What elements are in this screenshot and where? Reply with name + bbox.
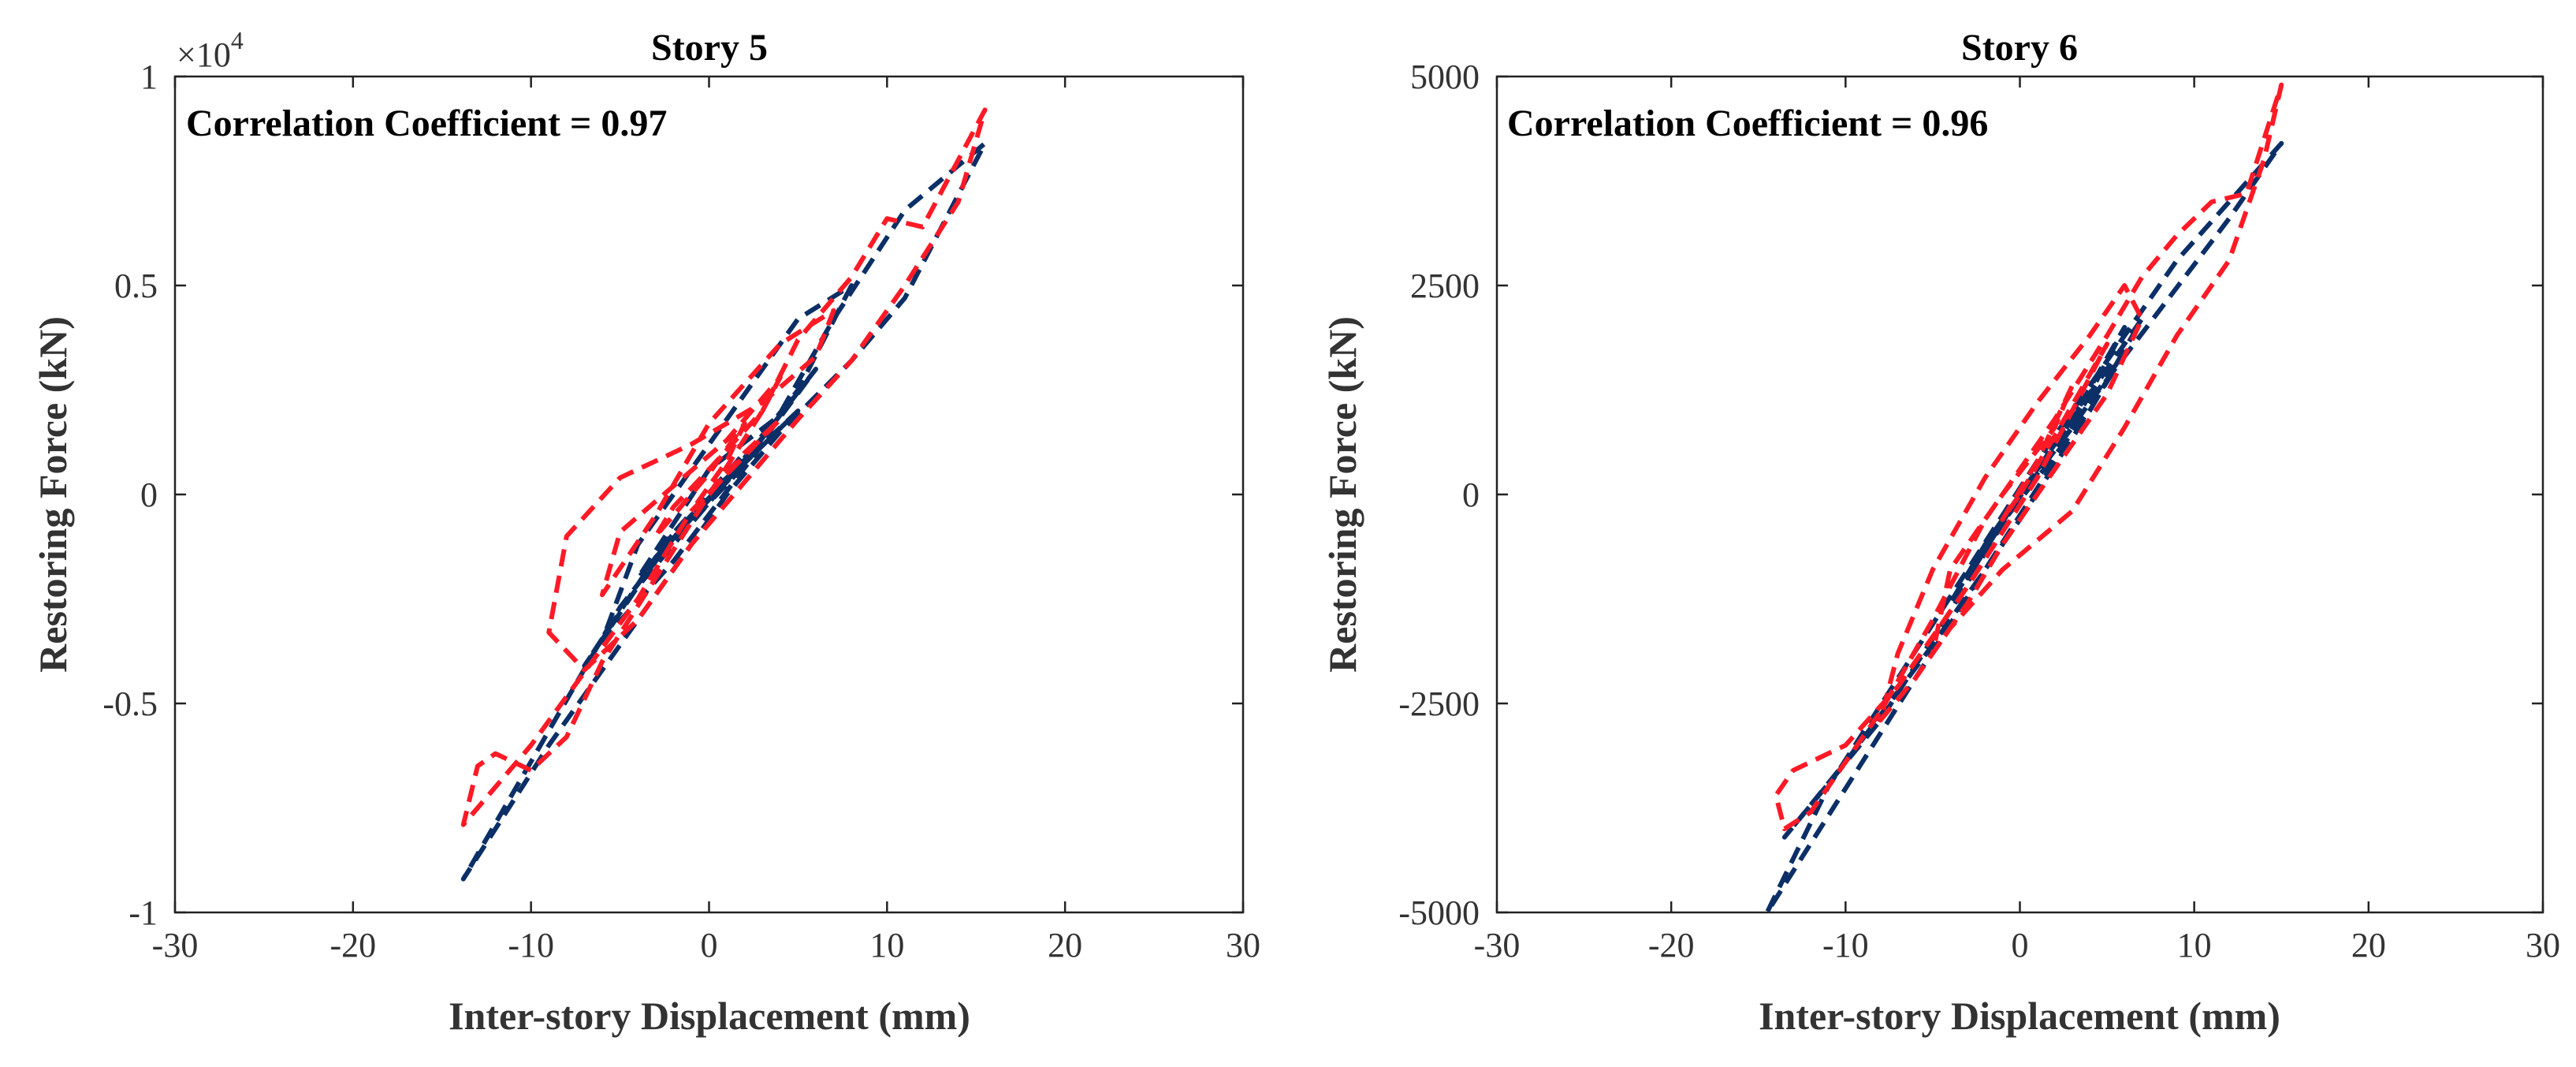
y-tick-label: -5000 (1398, 894, 1480, 932)
y-tick-label: 0 (1462, 476, 1480, 514)
tick-labels: -30 -20 -10 0 10 20 30 -5000 -2500 0 2500 5000 (1398, 58, 2560, 964)
plot-lines (460, 107, 988, 882)
x-tick-label: 10 (2177, 926, 2212, 964)
multiplier-base: ×10 (177, 35, 231, 74)
series-line-predicted (1773, 82, 2284, 831)
x-axis-label: Inter-story Displacement (mm) (449, 994, 970, 1038)
correlation-annotation: Correlation Coefficient = 0.97 (186, 103, 667, 144)
y-axis-label: Restoring Force (kN) (1320, 316, 1364, 673)
y-tick-label: 5000 (1410, 58, 1480, 96)
x-tick-label: -10 (508, 926, 554, 964)
y-tick-label: -2500 (1398, 685, 1480, 723)
multiplier-exponent: 4 (231, 26, 244, 54)
y-axis-multiplier: ×104 (177, 26, 244, 74)
x-tick-label: -10 (1822, 926, 1869, 964)
x-tick-label: 30 (1226, 926, 1260, 964)
series-line-measured (460, 140, 988, 882)
y-tick-label: -1 (128, 894, 158, 932)
correlation-annotation: Correlation Coefficient = 0.96 (1507, 103, 1988, 144)
series-line-predicted (460, 107, 988, 827)
y-tick-label: -0.5 (102, 685, 158, 723)
x-tick-label: -30 (1474, 926, 1521, 964)
chart-title: Story 5 (651, 27, 768, 69)
series-line-measured (1764, 140, 2284, 915)
tick-marks (1495, 75, 2544, 914)
y-tick-label: 0 (140, 476, 158, 514)
x-tick-label: 20 (2351, 926, 2386, 964)
x-tick-label: -20 (330, 926, 377, 964)
x-tick-label: 20 (1048, 926, 1082, 964)
y-axis-label: Restoring Force (kN) (31, 316, 75, 673)
chart-title: Story 6 (1961, 27, 2078, 69)
x-tick-label: -30 (152, 926, 199, 964)
y-tick-label: 1 (140, 58, 158, 96)
x-tick-label: 0 (701, 926, 718, 964)
x-axis-label: Inter-story Displacement (mm) (1759, 994, 2280, 1038)
y-tick-label: 0.5 (114, 267, 158, 305)
x-tick-label: 30 (2526, 926, 2560, 964)
x-tick-label: 0 (2012, 926, 2029, 964)
tick-marks (173, 75, 1245, 914)
chart-panel-story-5: -30 -20 -10 0 10 20 30 -1 -0.5 0 0.5 1 Story 5 Corr… (31, 26, 1260, 1038)
x-tick-label: 10 (869, 926, 904, 964)
plot-lines (1764, 82, 2284, 915)
chart-panel-story-6: -30 -20 -10 0 10 20 30 -5000 -2500 0 2500 5000 Stor… (1320, 27, 2560, 1038)
x-tick-label: -20 (1648, 926, 1695, 964)
tick-labels: -30 -20 -10 0 10 20 30 -1 -0.5 0 0.5 1 (102, 58, 1260, 964)
y-tick-label: 2500 (1410, 267, 1480, 305)
